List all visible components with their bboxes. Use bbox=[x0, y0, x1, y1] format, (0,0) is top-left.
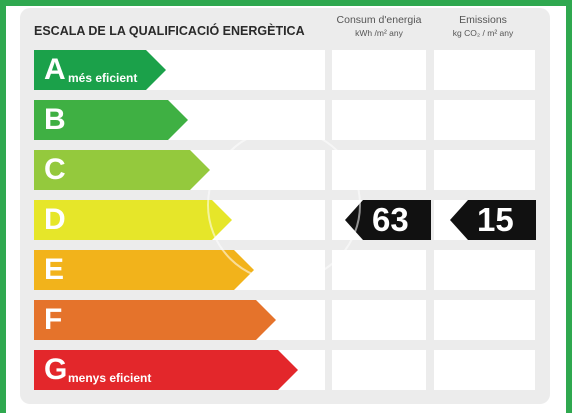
consum-cell bbox=[332, 300, 426, 340]
consum-header-unit: kWh /m² any bbox=[355, 28, 403, 38]
rating-bar-c: C bbox=[34, 150, 210, 190]
emissions-cell bbox=[434, 300, 535, 340]
label-title: ESCALA DE LA QUALIFICACIÓ ENERGÈTICA bbox=[34, 24, 305, 38]
consum-cell bbox=[332, 100, 426, 140]
rating-letter-d: D bbox=[44, 203, 66, 236]
consum-value: 63 bbox=[372, 201, 409, 238]
emissions-cell bbox=[434, 350, 535, 390]
consum-cell bbox=[332, 50, 426, 90]
rating-letter-g: G bbox=[44, 353, 68, 386]
emissions-header-unit: kg CO₂ / m² any bbox=[452, 28, 514, 38]
rating-bar-a-shape bbox=[34, 50, 166, 90]
rating-bar-f: F bbox=[34, 300, 276, 340]
rating-bar-c-shape bbox=[34, 150, 210, 190]
rating-bar-d-shape bbox=[34, 200, 232, 240]
consum-header-label: Consum d'energia bbox=[336, 14, 422, 26]
consum-cell bbox=[332, 150, 426, 190]
emissions-cell bbox=[434, 150, 535, 190]
rating-letter-b: B bbox=[44, 103, 66, 136]
rating-letter-a: A bbox=[44, 53, 66, 86]
rating-caption-a: més eficient bbox=[68, 71, 138, 85]
rating-bar-e-shape bbox=[34, 250, 254, 290]
consum-header: Consum d'energia kWh /m² any bbox=[332, 14, 426, 40]
rating-letter-e: E bbox=[44, 253, 65, 286]
emissions-header: Emissions kg CO₂ / m² any bbox=[434, 14, 532, 40]
rating-bar-g: G menys eficient bbox=[34, 350, 298, 390]
rating-bar-b: B bbox=[34, 100, 188, 140]
consum-badge-shape bbox=[345, 200, 431, 240]
emissions-cell bbox=[434, 100, 535, 140]
consum-cell bbox=[332, 350, 426, 390]
emissions-badge-shape bbox=[450, 200, 536, 240]
emissions-value-badge: 15 bbox=[450, 200, 536, 240]
consum-value-badge: 63 bbox=[345, 200, 431, 240]
rating-bar-a: A més eficient bbox=[34, 50, 166, 90]
consum-cell bbox=[332, 250, 426, 290]
rating-bar-e: E bbox=[34, 250, 254, 290]
emissions-cell bbox=[434, 250, 535, 290]
rating-bar-b-shape bbox=[34, 100, 188, 140]
rating-bar-f-shape bbox=[34, 300, 276, 340]
rating-letter-c: C bbox=[44, 153, 66, 186]
rating-letter-f: F bbox=[44, 303, 63, 336]
emissions-cell bbox=[434, 50, 535, 90]
rating-bar-g-shape bbox=[34, 350, 298, 390]
emissions-value: 15 bbox=[477, 201, 514, 238]
rating-caption-g: menys eficient bbox=[68, 371, 152, 385]
rating-bar-d: D bbox=[34, 200, 232, 240]
emissions-header-label: Emissions bbox=[459, 14, 507, 26]
